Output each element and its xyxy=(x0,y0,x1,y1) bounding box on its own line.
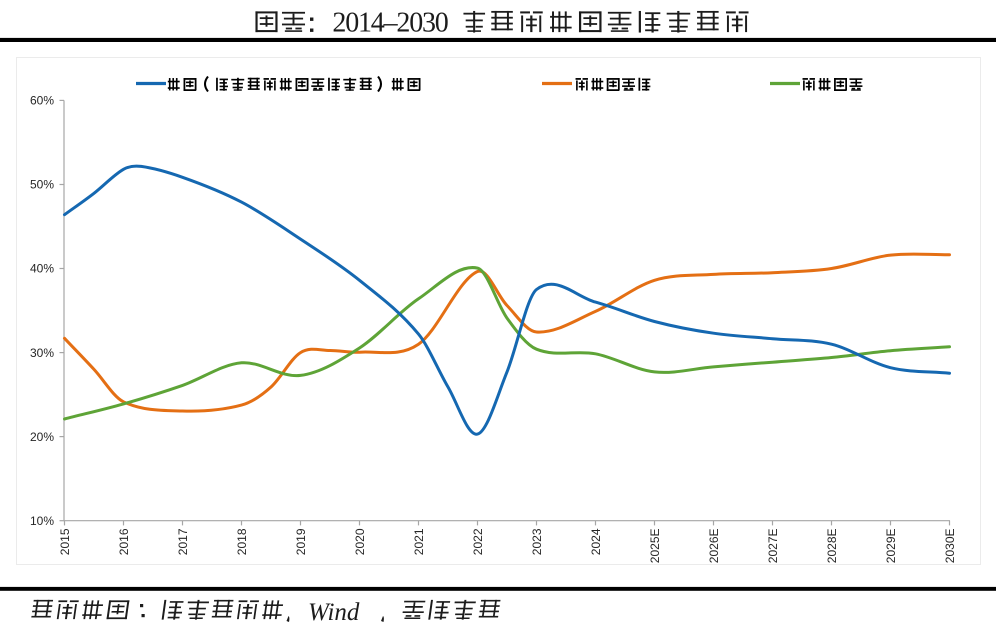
svg-text:2018: 2018 xyxy=(235,528,249,555)
svg-text:2014–2030: 2014–2030 xyxy=(332,8,447,39)
svg-text:2020: 2020 xyxy=(353,528,367,555)
svg-text:2027E: 2027E xyxy=(766,529,780,564)
svg-text:60%: 60% xyxy=(30,94,54,108)
svg-text:2019: 2019 xyxy=(294,528,308,555)
svg-text:2030E: 2030E xyxy=(943,529,957,564)
svg-text:2015: 2015 xyxy=(58,528,72,555)
svg-text:2026E: 2026E xyxy=(707,529,721,564)
svg-text:2022: 2022 xyxy=(471,528,485,555)
svg-text:20%: 20% xyxy=(30,430,54,444)
svg-text:50%: 50% xyxy=(30,178,54,192)
svg-text:30%: 30% xyxy=(30,346,54,360)
svg-text:10%: 10% xyxy=(30,514,54,528)
svg-text:2025E: 2025E xyxy=(648,529,662,564)
svg-text:2021: 2021 xyxy=(412,528,426,555)
svg-text:Wind: Wind xyxy=(308,599,360,626)
svg-text:40%: 40% xyxy=(30,262,54,276)
svg-text:2029E: 2029E xyxy=(884,529,898,564)
svg-text:2017: 2017 xyxy=(176,528,190,555)
svg-text:2023: 2023 xyxy=(530,528,544,555)
svg-text:2028E: 2028E xyxy=(825,529,839,564)
svg-text:2016: 2016 xyxy=(117,528,131,555)
svg-text:2024: 2024 xyxy=(589,528,603,555)
